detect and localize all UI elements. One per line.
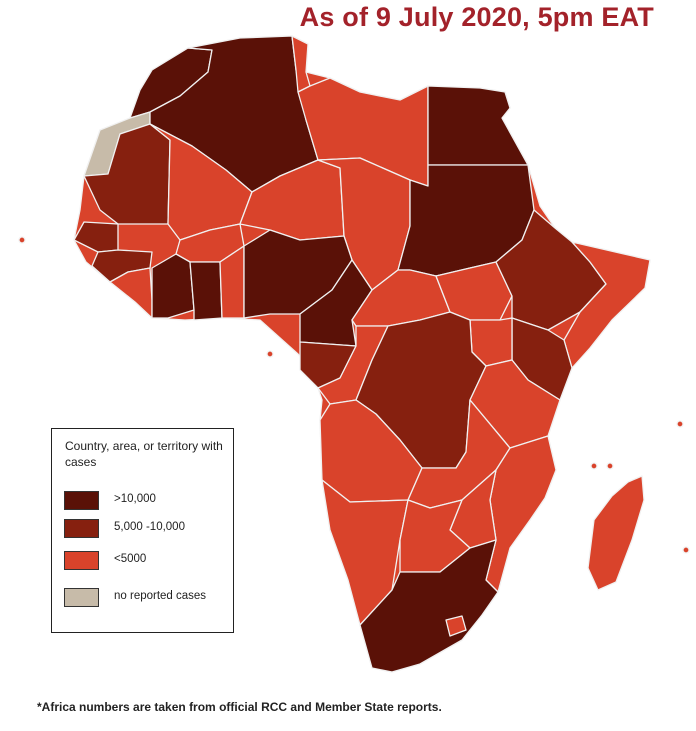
island-seychelles [676, 420, 684, 428]
legend-label-none: no reported cases [114, 590, 207, 602]
legend-swatch-mid [64, 519, 99, 538]
legend-swatch-none [64, 588, 99, 607]
region-ghana [189, 261, 223, 321]
region-cote-divoire [151, 253, 195, 319]
map-title: As of 9 July 2020, 5pm EAT [299, 2, 654, 32]
island-sao-tome [266, 350, 274, 358]
legend-label-high: >10,000 [114, 493, 156, 505]
africa-map-svg [18, 35, 690, 673]
footnote: *Africa numbers are taken from official … [37, 700, 442, 714]
legend-swatch-low [64, 551, 99, 570]
region-egypt [427, 85, 529, 166]
region-cameroon [299, 259, 373, 347]
legend-title: Country, area, or territory with cases [65, 439, 223, 469]
island-comoros-2 [606, 462, 614, 470]
legend: Country, area, or territory with cases >… [51, 428, 234, 633]
island-comoros-1 [590, 462, 598, 470]
legend-swatch-high [64, 491, 99, 510]
region-lesotho [445, 615, 467, 637]
island-mauritius [682, 546, 690, 554]
region-south-africa [359, 539, 499, 673]
legend-label-low: <5000 [114, 553, 147, 565]
legend-label-mid: 5,000 -10,000 [114, 521, 185, 533]
region-madagascar [587, 475, 645, 591]
island-cabo-verde [18, 236, 26, 244]
